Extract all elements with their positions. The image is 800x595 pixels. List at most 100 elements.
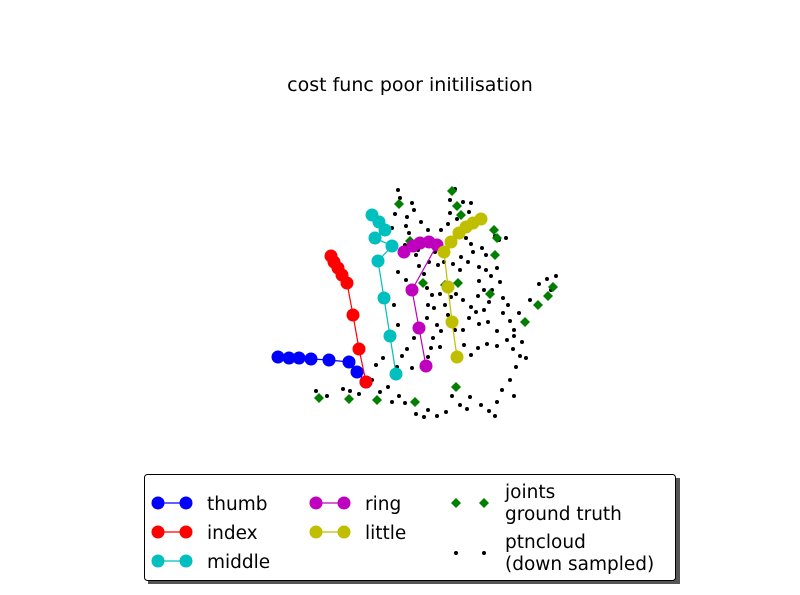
ptncloud-point [482,288,486,292]
ptncloud-point [458,403,462,407]
ptncloud-point [454,292,458,296]
ptncloud-point [431,336,435,340]
legend-index-marker [179,525,193,539]
ptncloud-point [508,378,512,382]
ptncloud-point [505,338,509,342]
ptncloud-point [514,365,518,369]
thumb-point [342,355,356,369]
plot-area [271,186,558,419]
ptncloud-point [467,210,471,214]
middle-point [368,231,382,245]
ptncloud-point [477,279,481,283]
legend-joints-marker [451,498,461,508]
ptncloud-point [484,253,488,257]
ptncloud-point [438,292,442,296]
ptncloud-point [512,394,516,398]
ptncloud-point [435,323,439,327]
legend-index-marker [151,525,165,539]
thumb-point [304,352,318,366]
joints-point [410,397,420,407]
little-point [444,235,458,249]
ptncloud-point [403,401,407,405]
legend-label-ptncloud: ptncloud (down sampled) [505,532,654,575]
chart-title: cost func poor initilisation [287,74,533,96]
ptncloud-point [461,298,465,302]
ptncloud-point [477,322,481,326]
ptncloud-point [438,345,442,349]
ptncloud-point [461,328,465,332]
ptncloud-point [517,311,521,315]
middle-point [378,223,392,237]
ptncloud-point [448,211,452,215]
little-point [437,245,451,259]
ptncloud-point [425,316,429,320]
joints-point [548,282,558,292]
legend-label-middle: middle [207,552,270,573]
ptncloud-point [439,329,443,333]
ring-point [397,245,411,259]
ptncloud-point [341,387,345,391]
ptncloud-point [464,236,468,240]
ptncloud-point [506,303,510,307]
ptncloud-point [469,305,473,309]
legend-middle-marker [151,554,165,568]
ptncloud-point [469,353,473,357]
joints-point [520,317,530,327]
ptncloud-point [458,268,462,272]
index-point [340,276,354,290]
ptncloud-point [425,286,429,290]
ptncloud-point [422,272,426,276]
ptncloud-point [495,329,499,333]
ptncloud-point [468,395,472,399]
ptncloud-point [325,394,329,398]
ptncloud-point [444,410,448,414]
little-point [445,315,459,329]
legend-label-thumb: thumb [207,494,267,515]
ptncloud-point [476,294,480,298]
ptncloud-point [404,278,408,282]
ptncloud-point [495,344,499,348]
middle-point [371,254,385,268]
ptncloud-point [357,392,361,396]
joints-point [452,201,462,211]
ptncloud-point [426,228,430,232]
ptncloud-point [412,208,416,212]
ptncloud-point [537,282,541,286]
middle-point [385,239,399,253]
ptncloud-point [467,316,471,320]
index-point [359,375,373,389]
ptncloud-point [396,188,400,192]
ptncloud-point [495,266,499,270]
ptncloud-point [410,201,414,205]
ptncloud-point [410,366,414,370]
joints-point [394,199,404,209]
ptncloud-point [426,303,430,307]
thumb-point [322,353,336,367]
joints-point [485,289,495,299]
ptncloud-point [378,390,382,394]
ptncloud-point [485,342,489,346]
ptncloud-point [381,356,385,360]
ptncloud-point [446,222,450,226]
ptncloud-point [480,246,484,250]
joints-point [451,382,461,392]
ptncloud-point [429,346,433,350]
legend-little-marker [337,525,351,539]
ptncloud-point [501,296,505,300]
ptncloud-point [524,356,528,360]
ptncloud-point [397,394,401,398]
middle-point [389,367,403,381]
ptncloud-point [479,403,483,407]
ptncloud-point [469,242,473,246]
ptncloud-point [462,343,466,347]
joints-point [489,225,499,235]
ptncloud-point [500,388,504,392]
ptncloud-point [426,408,430,412]
ptncloud-point [422,415,426,419]
ptncloud-point [498,280,502,284]
ptncloud-point [508,319,512,323]
legend-label-index: index [207,523,258,544]
ptncloud-point [392,303,396,307]
legend-label-ring: ring [365,494,401,515]
ptncloud-point [504,236,508,240]
